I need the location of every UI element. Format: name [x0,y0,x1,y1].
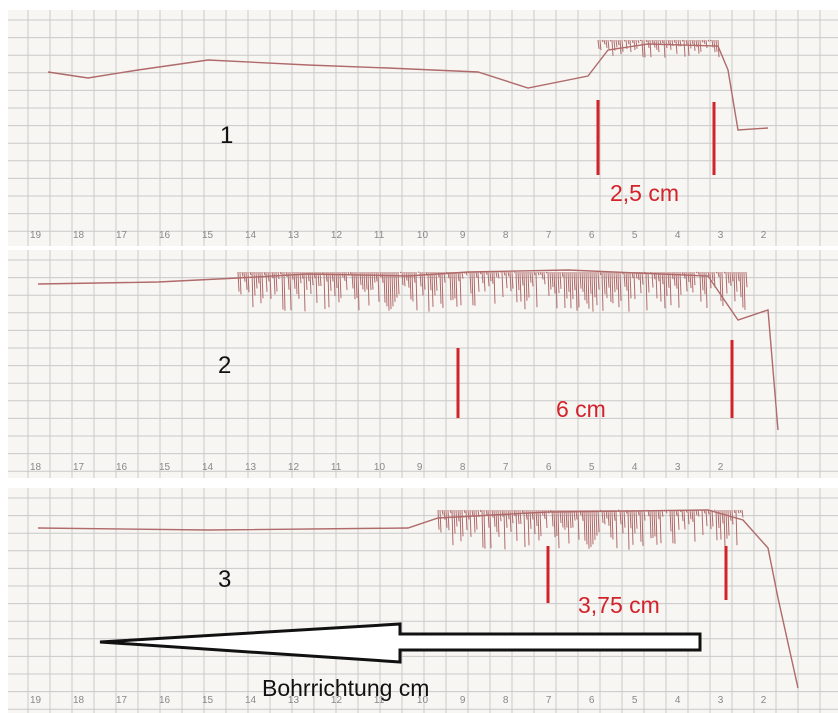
trace-line [47,43,769,131]
tick-label: 17 [72,462,85,473]
tick-label: 2 [760,230,767,241]
tick-label: 12 [287,462,300,473]
tick-label: 16 [158,230,171,241]
grid-lines [8,250,838,478]
trace-noise [597,39,720,58]
strip-number-3: 3 [218,566,232,593]
tick-label: 4 [674,230,681,241]
grid-strip-1 [8,10,838,246]
measurement-label-2: 6 cm [556,396,606,422]
grid-strip-3 [8,488,838,713]
tick-label: 17 [115,695,128,706]
tick-label: 9 [416,462,423,473]
tick-label: 18 [72,230,85,241]
tick-label: 15 [201,695,214,706]
tick-label: 7 [502,462,509,473]
grid-strip-2 [8,250,838,478]
tick-label: 3 [674,462,681,473]
tick-label: 14 [244,230,257,241]
tick-label: 8 [459,462,466,473]
tick-label: 19 [30,230,42,241]
strip-number-2: 2 [218,352,232,379]
tick-label: 16 [158,695,171,706]
tick-label: 15 [201,230,214,241]
tick-label: 14 [201,462,214,473]
tick-label: 8 [502,695,509,706]
tick-label: 2 [760,695,767,706]
tick-label: 5 [631,695,638,706]
trace-noise [237,271,748,312]
tick-label: 4 [674,695,681,706]
tick-label: 13 [287,695,300,706]
tick-label: 10 [416,695,429,706]
tick-label: 2 [717,462,724,473]
chart-strip-2: 2 6 cm 18 17 16 15 14 13 12 11 10 9 8 7 6 5 4 3 2 [8,250,838,478]
grid-lines [8,10,838,246]
tick-label: 13 [244,462,257,473]
tick-label: 13 [287,230,300,241]
tick-label: 4 [631,462,638,473]
tick-label: 17 [115,230,128,241]
tick-label: 11 [373,695,385,706]
measurement-label-1: 2,5 cm [610,180,680,206]
tick-label: 11 [330,462,342,473]
tick-label: 9 [459,695,466,706]
chart-strip-1: 1 2,5 cm 19 18 17 16 15 14 13 12 11 10 9 8 7 6 5 4 3 2 [8,10,838,246]
tick-label: 3 [717,695,724,706]
chart-strip-3: 3 3,75 cm 19 18 17 16 15 14 13 12 11 10 9 8 7 6 5 4 3 2 [8,488,838,713]
tick-label: 7 [545,230,552,241]
tick-label: 15 [158,462,171,473]
tick-label: 11 [373,230,385,241]
tick-label: 10 [416,230,429,241]
tick-label: 12 [330,695,343,706]
tick-label: 19 [30,695,42,706]
measurement-label-3: 3,75 cm [578,592,660,618]
tick-label: 5 [631,230,638,241]
tick-label: 6 [545,462,552,473]
grid-lines [8,488,838,713]
tick-label: 3 [717,230,724,241]
tick-label: 10 [373,462,386,473]
tick-label: 5 [588,462,595,473]
arrow-caption: Bohrrichtung cm [262,675,430,701]
tick-label: 9 [459,230,466,241]
tick-label: 12 [330,230,343,241]
tick-label: 16 [115,462,128,473]
tick-label: 18 [30,462,42,473]
tick-label: 14 [244,695,257,706]
tick-label: 7 [545,695,552,706]
trace-noise [437,509,744,550]
tick-label: 18 [72,695,85,706]
tick-label: 8 [502,230,509,241]
strip-number-1: 1 [220,122,234,149]
trace-line [37,509,799,689]
tick-label: 6 [588,230,595,241]
tick-label: 6 [588,695,595,706]
